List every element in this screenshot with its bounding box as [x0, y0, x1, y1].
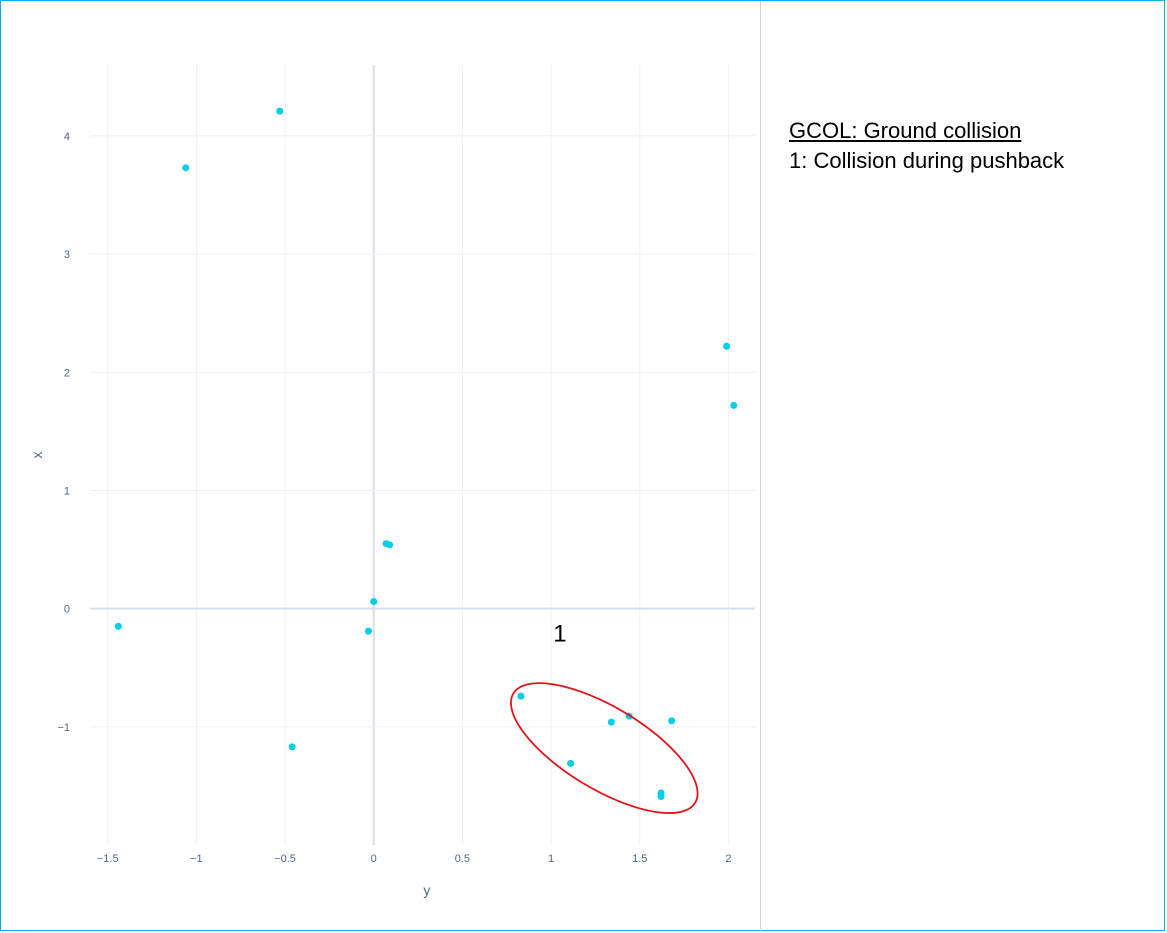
- cluster-annotations: 1: [510, 621, 699, 814]
- y-tick-label: −1: [57, 722, 70, 734]
- data-point: [723, 342, 731, 350]
- x-tick-label: −1.5: [97, 853, 119, 865]
- y-tick-label: 3: [64, 249, 70, 261]
- data-point: [386, 541, 394, 549]
- y-axis-title: x: [29, 452, 45, 459]
- data-point: [730, 401, 738, 409]
- x-tick-label: 1: [548, 853, 554, 865]
- data-point: [607, 718, 615, 726]
- legend-item-1: 1: Collision during pushback: [789, 148, 1065, 173]
- panel-divider: [760, 1, 761, 931]
- grid-lines: [90, 65, 755, 845]
- y-tick-label: 2: [64, 367, 70, 379]
- data-point: [276, 107, 284, 115]
- legend-title: GCOL: Ground collision: [789, 118, 1022, 143]
- x-tick-label: −0.5: [274, 853, 296, 865]
- data-point: [668, 717, 676, 725]
- scatter-plot: −1.5 −1 −0.5 0 0.5 1 1.5 2 −1 0 1 2 3 4 y x 1: [29, 65, 755, 898]
- x-tick-label: −1: [190, 853, 203, 865]
- data-point: [182, 164, 190, 172]
- x-axis-title: y: [423, 882, 430, 898]
- y-tick-label: 1: [64, 485, 70, 497]
- x-tick-label: 2: [725, 853, 731, 865]
- x-tick-label: 0: [371, 853, 377, 865]
- data-point: [657, 793, 665, 801]
- data-point: [370, 598, 378, 606]
- y-tick-label: 0: [64, 604, 70, 616]
- data-point: [517, 692, 525, 700]
- data-point: [364, 627, 372, 635]
- cluster-ellipse: [510, 682, 699, 814]
- y-tick-label: 4: [64, 131, 70, 143]
- x-tick-label: 0.5: [455, 853, 470, 865]
- data-point: [288, 743, 296, 751]
- data-point: [114, 622, 122, 630]
- legend-panel: GCOL: Ground collision 1: Collision duri…: [789, 116, 1159, 176]
- x-tick-label: 1.5: [632, 853, 647, 865]
- data-point: [567, 759, 575, 767]
- data-points: [114, 107, 738, 801]
- cluster-label: 1: [553, 621, 566, 648]
- tick-labels: −1.5 −1 −0.5 0 0.5 1 1.5 2 −1 0 1 2 3 4: [57, 131, 731, 865]
